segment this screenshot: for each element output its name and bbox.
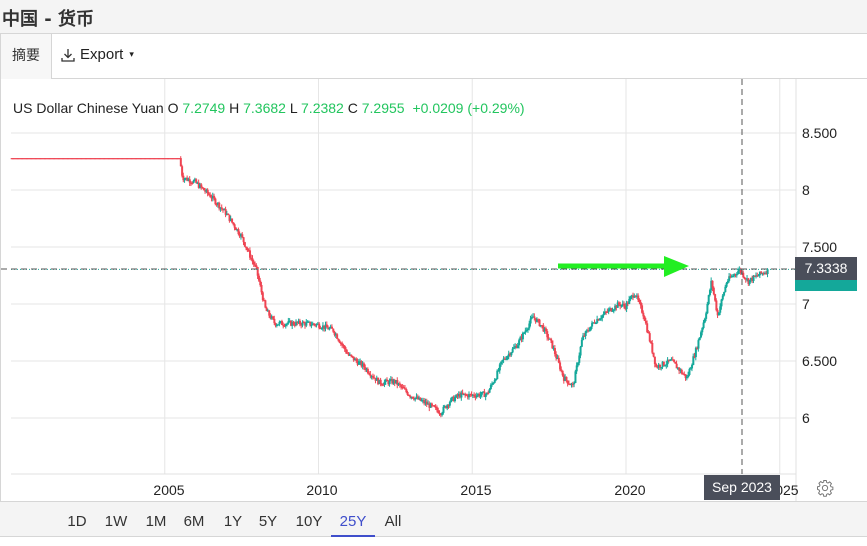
range-all[interactable]: All (384, 513, 402, 530)
x-tick: 2020 (614, 482, 646, 498)
range-selector: 1D 1W 1M 6M 1Y 5Y 10Y 25Y All (0, 501, 867, 537)
export-label: Export (80, 46, 124, 63)
x-tick: 2010 (306, 482, 338, 498)
tab-summary[interactable]: 摘要 (0, 34, 52, 79)
change-value: +0.0209 (+0.29%) (412, 100, 525, 116)
range-10y[interactable]: 10Y (295, 513, 323, 530)
last-price-label (795, 280, 857, 291)
range-25y[interactable]: 25Y (331, 502, 375, 537)
price-chart[interactable] (1, 79, 867, 501)
high-value: 7.3682 (243, 100, 286, 116)
chart-area[interactable]: US Dollar Chinese Yuan O 7.2749 H 7.3682… (0, 79, 867, 501)
y-tick: 6 (802, 410, 810, 426)
crosshair-price-label: 7.3338 (795, 257, 857, 280)
x-tick: 2015 (460, 482, 492, 498)
range-1y[interactable]: 1Y (223, 513, 243, 530)
range-1w[interactable]: 1W (104, 513, 128, 530)
toolbar: 摘要 Export ▾ (0, 34, 867, 79)
crosshair-date-label: Sep 2023 (704, 475, 780, 500)
y-tick: 7 (802, 296, 810, 312)
close-value: 7.2955 (361, 100, 405, 116)
symbol-name: US Dollar Chinese Yuan (13, 100, 164, 116)
y-tick: 8 (802, 182, 810, 198)
range-1d[interactable]: 1D (67, 513, 87, 530)
title-bar: 中国 - 货币 (0, 0, 867, 34)
low-value: 7.2382 (301, 100, 344, 116)
range-1m[interactable]: 1M (145, 513, 167, 530)
y-tick: 7.500 (802, 239, 838, 255)
range-6m[interactable]: 6M (183, 513, 205, 530)
download-icon (61, 48, 75, 62)
y-tick: 6.500 (802, 353, 838, 369)
gear-icon[interactable] (816, 479, 834, 497)
window-title: 中国 - 货币 (2, 9, 95, 30)
export-button[interactable]: Export ▾ (60, 46, 134, 63)
x-tick: 2005 (153, 482, 185, 498)
ohlc-legend: US Dollar Chinese Yuan O 7.2749 H 7.3682… (13, 100, 525, 116)
chevron-down-icon: ▾ (129, 49, 134, 59)
y-tick: 8.500 (802, 125, 838, 141)
range-5y[interactable]: 5Y (258, 513, 278, 530)
open-value: 7.2749 (182, 100, 226, 116)
